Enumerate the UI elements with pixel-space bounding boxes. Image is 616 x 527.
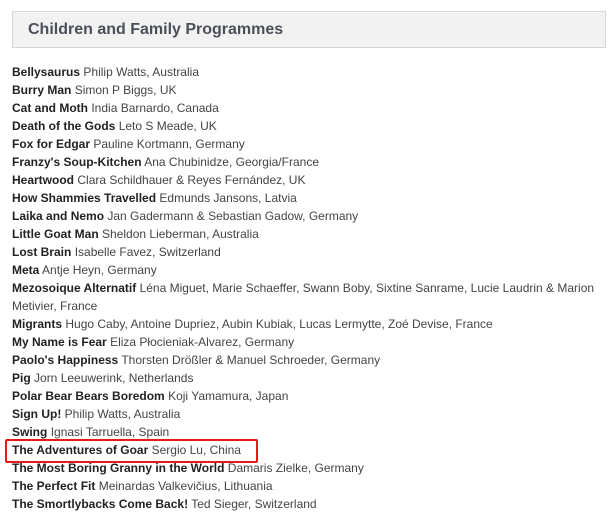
programme-credit: Leto S Meade, UK (118, 119, 217, 133)
list-item: My Name is Fear Eliza Płocieniak-Alvarez… (12, 333, 602, 351)
list-item: Polar Bear Bears Boredom Koji Yamamura, … (12, 387, 602, 405)
list-item: Sign Up! Philip Watts, Australia (12, 405, 602, 423)
programme-title[interactable]: Migrants (12, 317, 63, 331)
programme-credit: India Barnardo, Canada (91, 101, 219, 115)
programme-credit: Ignasi Tarruella, Spain (50, 425, 170, 439)
programme-list: Bellysaurus Philip Watts, Australia Burry… (5, 63, 602, 513)
list-item: Meta Antje Heyn, Germany (12, 261, 602, 279)
programme-title[interactable]: Swing (12, 425, 48, 439)
section-header: Children and Family Programmes (12, 11, 606, 48)
programme-title[interactable]: How Shammies Travelled (12, 191, 157, 205)
list-item: Cat and Moth India Barnardo, Canada (12, 99, 602, 117)
list-item: Death of the Gods Leto S Meade, UK (12, 117, 602, 135)
list-item: Bellysaurus Philip Watts, Australia (12, 63, 602, 81)
list-item: Fox for Edgar Pauline Kortmann, Germany (12, 135, 602, 153)
programme-credit: Clara Schildhauer & Reyes Fernández, UK (77, 173, 306, 187)
section-title: Children and Family Programmes (28, 21, 284, 38)
programme-credit: Jorn Leeuwerink, Netherlands (34, 371, 194, 385)
programme-title[interactable]: Death of the Gods (12, 119, 116, 133)
programme-credit: Philip Watts, Australia (83, 65, 199, 79)
programme-title[interactable]: Mezosoique Alternatif (12, 281, 137, 295)
list-item: The Perfect Fit Meinardas Valkevičius, L… (12, 477, 602, 495)
list-item: Little Goat Man Sheldon Lieberman, Austr… (12, 225, 602, 243)
programme-credit: Sergio Lu, China (151, 443, 241, 457)
programme-title[interactable]: Pig (12, 371, 31, 385)
list-item: Swing Ignasi Tarruella, Spain (12, 423, 602, 441)
programme-credit: Koji Yamamura, Japan (168, 389, 289, 403)
list-item: The Smortlybacks Come Back! Ted Sieger, … (12, 495, 602, 513)
list-item: Lost Brain Isabelle Favez, Switzerland (12, 243, 602, 261)
programme-title[interactable]: Heartwood (12, 173, 75, 187)
list-item: The Adventures of Goar Sergio Lu, China (5, 439, 602, 463)
list-item: Migrants Hugo Caby, Antoine Dupriez, Aub… (12, 315, 602, 333)
programme-credit: Ana Chubinidze, Georgia/France (144, 155, 319, 169)
list-item: Pig Jorn Leeuwerink, Netherlands (12, 369, 602, 387)
programme-title[interactable]: Polar Bear Bears Boredom (12, 389, 165, 403)
programme-title[interactable]: Burry Man (12, 83, 72, 97)
list-item: Franzy's Soup-Kitchen Ana Chubinidze, Ge… (12, 153, 602, 171)
programme-credit: Jan Gadermann & Sebastian Gadow, Germany (107, 209, 359, 223)
programme-title[interactable]: The Most Boring Granny in the World (12, 461, 225, 475)
programme-credit: Meinardas Valkevičius, Lithuania (98, 479, 273, 493)
programme-title[interactable]: Little Goat Man (12, 227, 99, 241)
list-item: Heartwood Clara Schildhauer & Reyes Fern… (12, 171, 602, 189)
programme-credit: Simon P Biggs, UK (74, 83, 177, 97)
programme-credit: Eliza Płocieniak-Alvarez, Germany (110, 335, 295, 349)
programme-title[interactable]: Sign Up! (12, 407, 62, 421)
programme-title[interactable]: Cat and Moth (12, 101, 88, 115)
programme-credit: Ted Sieger, Switzerland (191, 497, 317, 511)
programme-title[interactable]: Lost Brain (12, 245, 72, 259)
list-item: Mezosoique Alternatif Léna Miguet, Marie… (12, 279, 602, 315)
programme-credit: Thorsten Drößler & Manuel Schroeder, Ger… (121, 353, 381, 367)
list-item: Laika and Nemo Jan Gadermann & Sebastian… (12, 207, 602, 225)
list-item: Paolo's Happiness Thorsten Drößler & Man… (12, 351, 602, 369)
list-item: The Most Boring Granny in the World Dama… (12, 459, 602, 477)
programme-title[interactable]: My Name is Fear (12, 335, 107, 349)
programme-title[interactable]: Laika and Nemo (12, 209, 105, 223)
programme-credit: Sheldon Lieberman, Australia (102, 227, 259, 241)
list-item: How Shammies Travelled Edmunds Jansons, … (12, 189, 602, 207)
programme-title[interactable]: The Adventures of Goar (12, 443, 149, 457)
programme-credit: Antje Heyn, Germany (42, 263, 157, 277)
programme-title[interactable]: Fox for Edgar (12, 137, 91, 151)
programme-credit: Damaris Zielke, Germany (227, 461, 364, 475)
programme-credit: Hugo Caby, Antoine Dupriez, Aubin Kubiak… (65, 317, 493, 331)
programme-title[interactable]: The Smortlybacks Come Back! (12, 497, 189, 511)
programme-credit: Isabelle Favez, Switzerland (74, 245, 221, 259)
programme-title[interactable]: Bellysaurus (12, 65, 81, 79)
programme-title[interactable]: Franzy's Soup-Kitchen (12, 155, 142, 169)
programme-title[interactable]: Paolo's Happiness (12, 353, 119, 367)
list-item: Burry Man Simon P Biggs, UK (12, 81, 602, 99)
programme-credit: Philip Watts, Australia (64, 407, 181, 421)
programme-credit: Pauline Kortmann, Germany (93, 137, 245, 151)
programme-title[interactable]: The Perfect Fit (12, 479, 96, 493)
highlight-box (5, 439, 258, 463)
programme-credit: Léna Miguet, Marie Schaeffer, Swann Boby… (12, 281, 595, 313)
programme-title[interactable]: Meta (12, 263, 40, 277)
programme-credit: Edmunds Jansons, Latvia (159, 191, 297, 205)
